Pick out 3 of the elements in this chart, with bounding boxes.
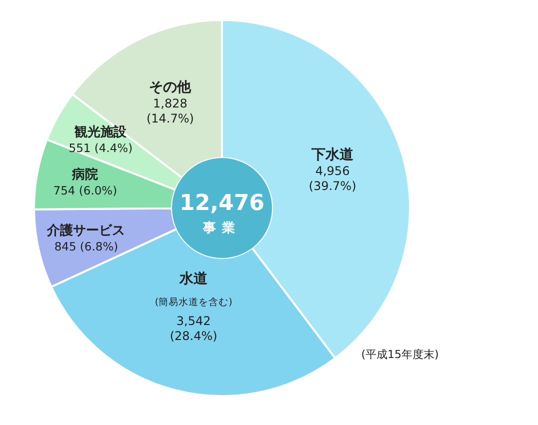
text: 12,476 [180,191,264,216]
text: 事業 [202,221,241,236]
text: (平成15年度末) [361,348,439,361]
